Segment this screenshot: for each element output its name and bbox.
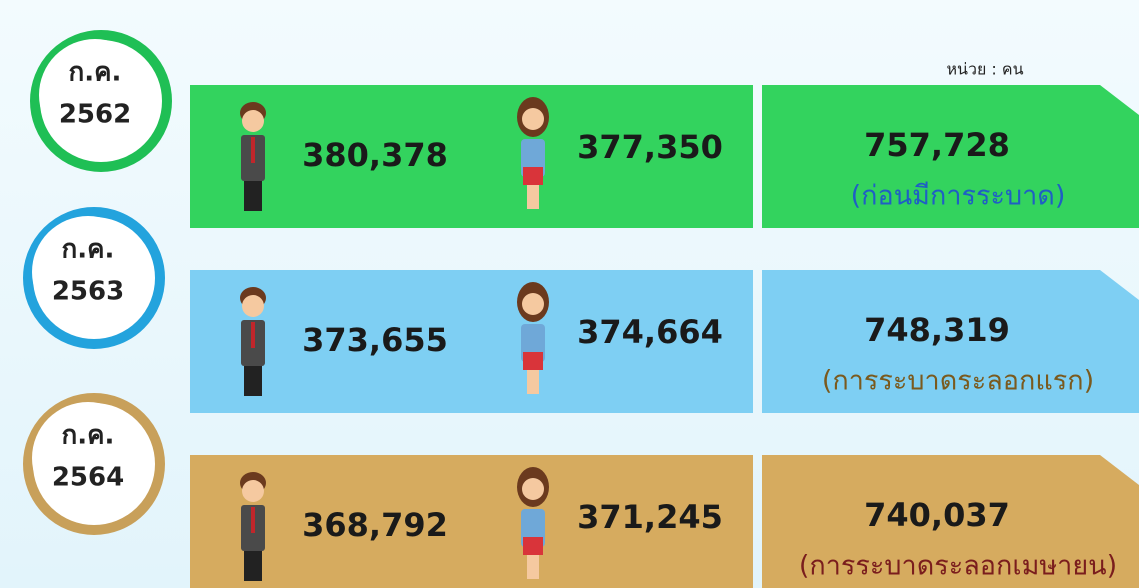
tie [251,507,255,533]
legs [244,366,262,396]
total-count: 748,319 [864,311,1010,349]
period-circle [32,402,144,514]
total-count: 740,037 [864,496,1010,534]
skirt [523,167,543,185]
period-label: ก.ค. [62,421,115,451]
tie [251,322,255,348]
skirt [523,352,543,370]
head [242,295,264,317]
legs [527,185,539,209]
female-count: 377,350 [577,128,723,166]
male-count: 380,378 [302,136,448,174]
head [242,480,264,502]
legs [527,555,539,579]
legs [527,370,539,394]
legs [244,181,262,211]
total-note: (การระบาดระลอกแรก) [822,366,1094,397]
male-count: 368,792 [302,506,448,544]
period-label: ก.ค. [62,235,115,265]
male-count: 373,655 [302,321,448,359]
total-note: (ก่อนมีการระบาด) [851,181,1066,212]
period-circle [32,216,144,328]
tie [251,137,255,163]
female-count: 374,664 [577,313,723,351]
total-note: (การระบาดระลอกเมษายน) [799,551,1117,582]
total-count: 757,728 [864,126,1010,164]
head [522,478,544,500]
infographic: หน่วย : คน ก.ค. 2562 380,378 377,350 757,728… [0,0,1139,588]
period-label: 2563 [52,277,124,307]
female-count: 371,245 [577,498,723,536]
legs [244,551,262,581]
period-circle [39,39,151,151]
skirt [523,537,543,555]
period-label: 2564 [52,463,124,493]
head [522,108,544,130]
unit-label: หน่วย : คน [946,60,1023,79]
head [522,293,544,315]
head [242,110,264,132]
period-label: ก.ค. [69,58,122,88]
period-label: 2562 [59,100,131,130]
